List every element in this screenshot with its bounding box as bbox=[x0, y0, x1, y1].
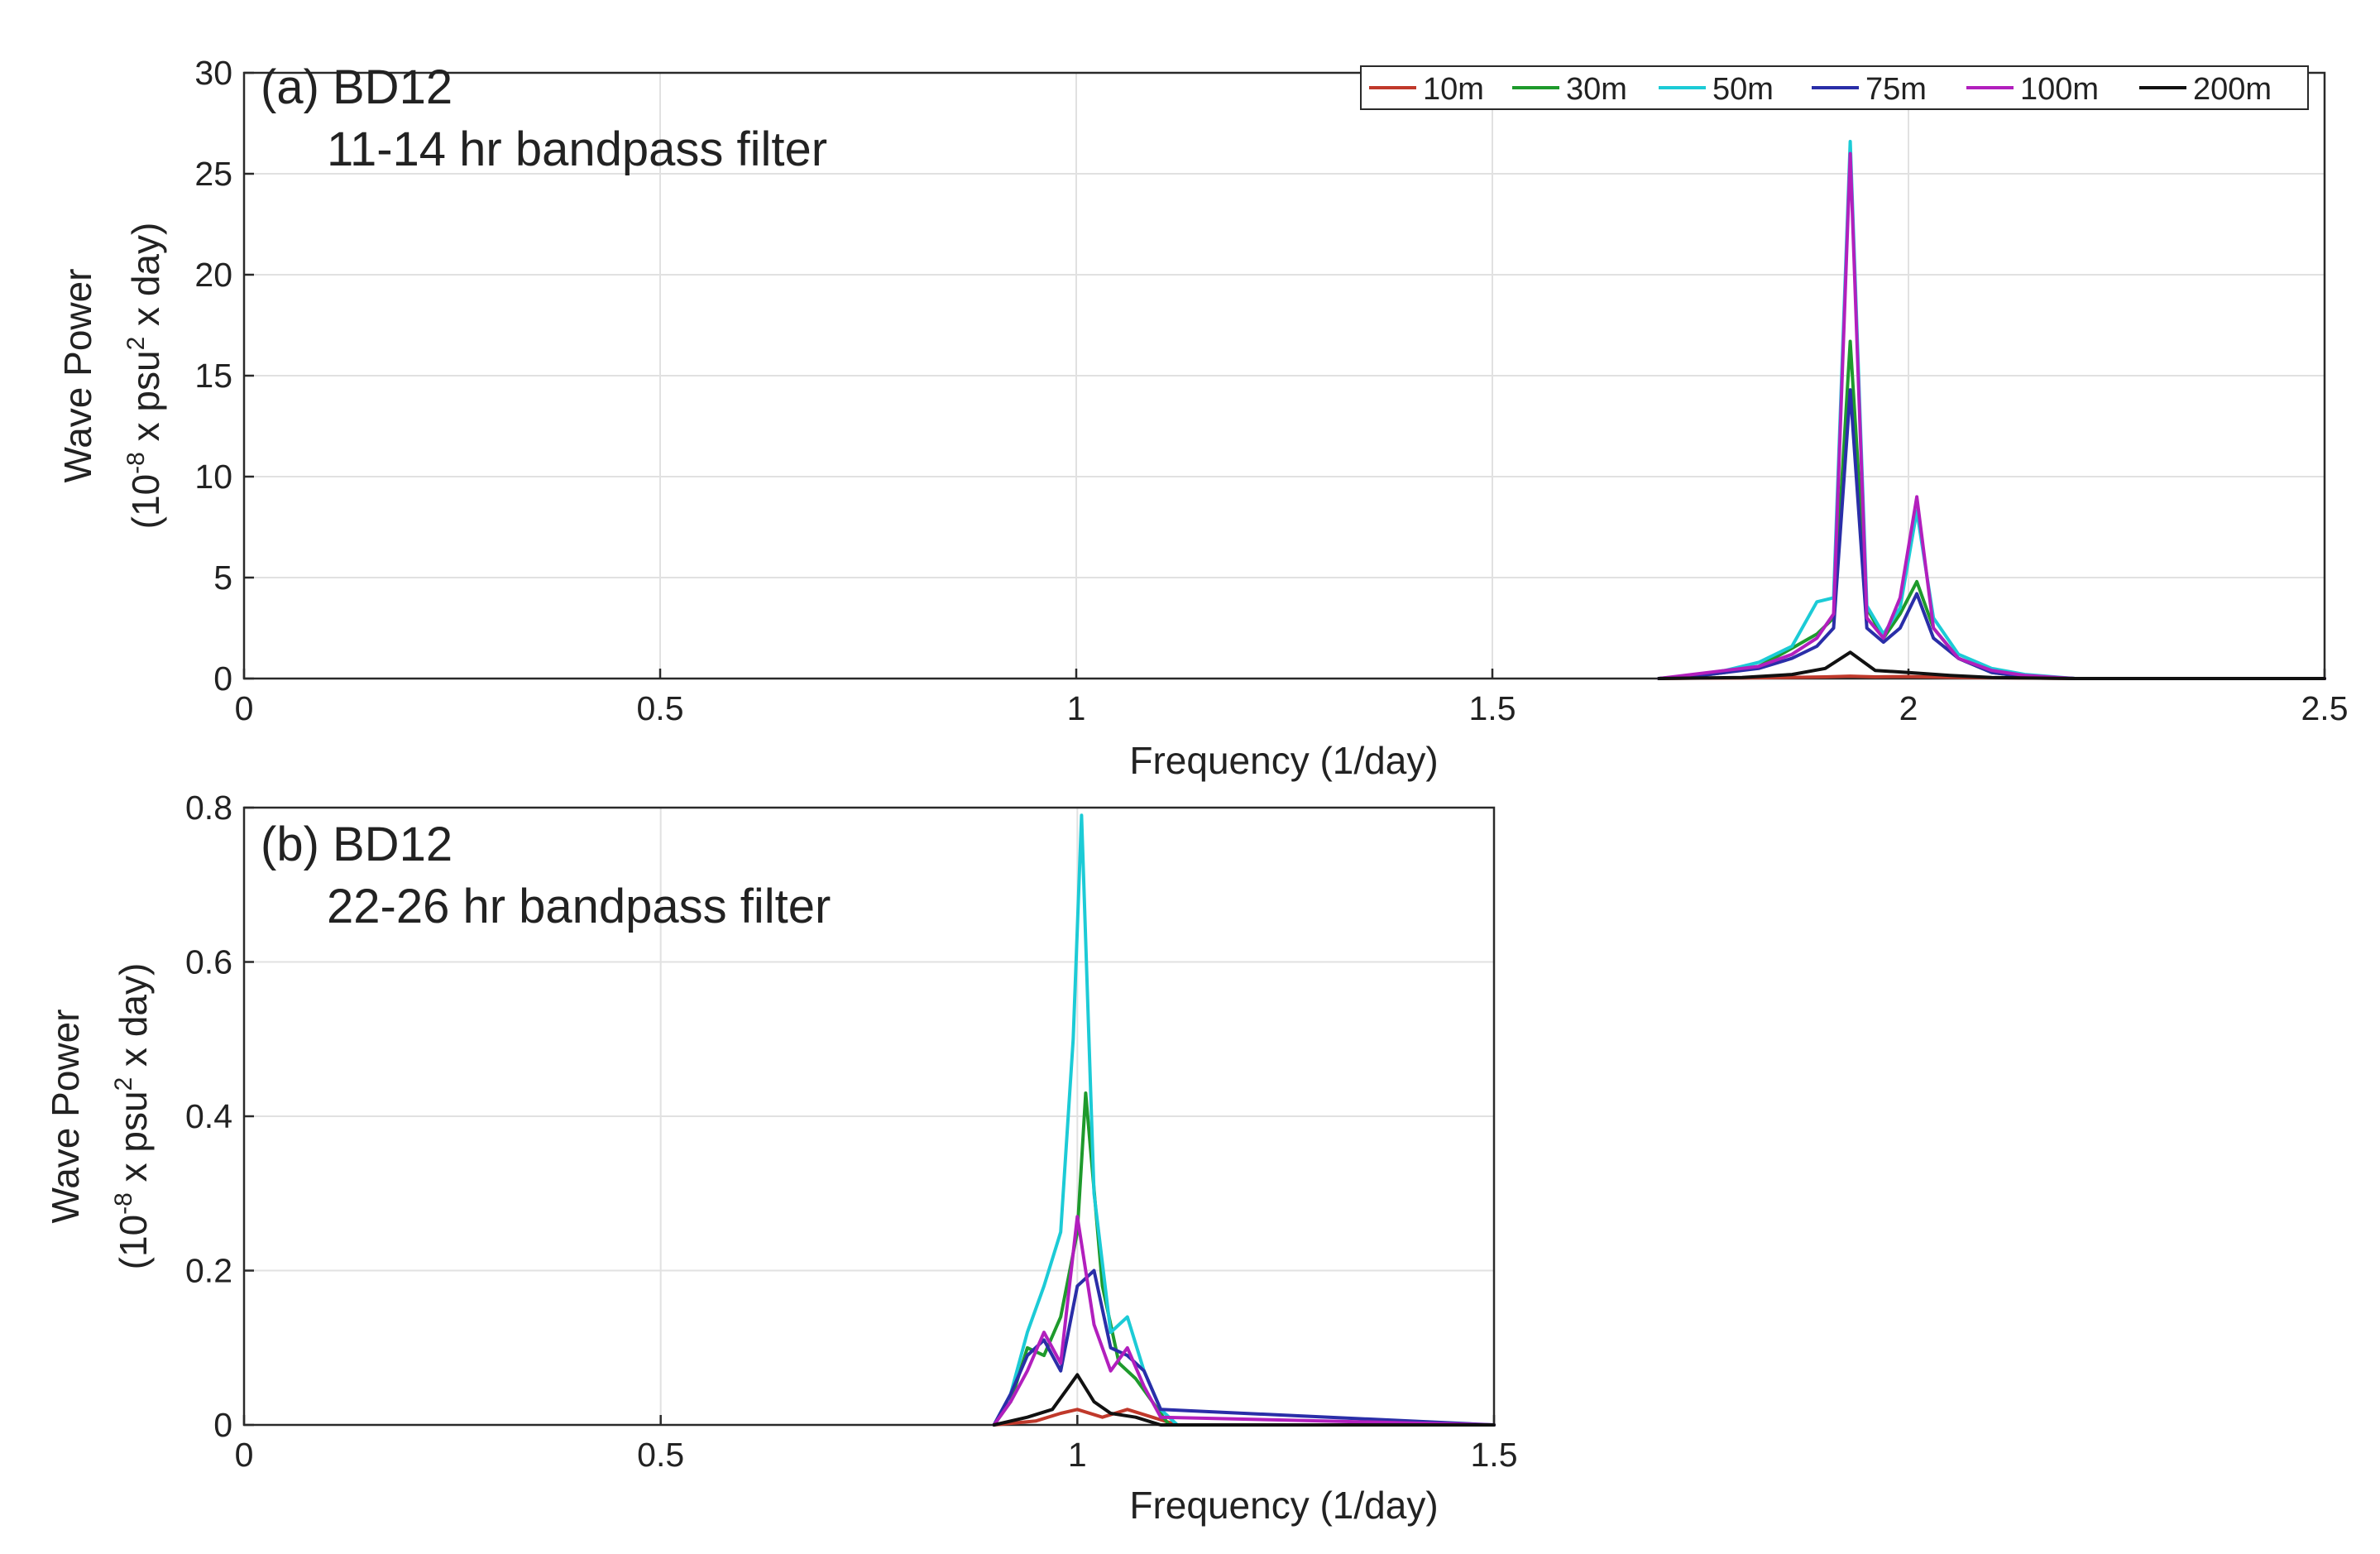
legend-entry-50m: 50m bbox=[1659, 72, 1774, 107]
panel-a-y-tick-label: 25 bbox=[194, 155, 232, 193]
panel-b-y-axis-label: Wave Power bbox=[44, 1009, 87, 1223]
panel-b-x-tick-label: 0 bbox=[235, 1436, 254, 1474]
panel-a-series-50m bbox=[1657, 140, 2326, 680]
panel-b-y-tick-label: 0.8 bbox=[185, 789, 232, 827]
panel-a-y-tick-label: 15 bbox=[194, 357, 232, 395]
panel-a-series-200m bbox=[1657, 650, 2326, 680]
panel-b-x-tick-label: 1.5 bbox=[1471, 1436, 1518, 1474]
legend-label-10m: 10m bbox=[1423, 72, 1484, 107]
panel-b-x-tick-label: 0.5 bbox=[637, 1436, 684, 1474]
panel-a-x-tick-label: 2 bbox=[1899, 689, 1918, 727]
legend-entry-75m: 75m bbox=[1812, 72, 1927, 107]
panel-a-series-30m bbox=[1657, 339, 2326, 680]
legend-label-50m: 50m bbox=[1712, 72, 1774, 107]
panel-a-x-tick-label: 2.5 bbox=[2301, 689, 2349, 727]
panel-b-ticks: 0 0.5 1 1.5 0 0.2 0.4 0.6 0.8 bbox=[185, 789, 1518, 1474]
panel-a-y-tick-label: 5 bbox=[213, 559, 232, 597]
panel-a-y-axis-label: Wave Power bbox=[56, 268, 99, 482]
panel-a-x-tick-label: 0.5 bbox=[637, 689, 684, 727]
panel-a-y-tick-label: 10 bbox=[194, 458, 232, 496]
panel-a-y-axis-units: (10-8 x psu2 x day) bbox=[122, 223, 167, 530]
panel-a-series-75m bbox=[1657, 388, 2326, 680]
panel-b-y-tick-label: 0.4 bbox=[185, 1097, 232, 1135]
legend-entry-30m: 30m bbox=[1512, 72, 1627, 107]
panel-b-series-100m bbox=[992, 1215, 1496, 1427]
panel-a-subtitle: 11-14 hr bandpass filter bbox=[327, 122, 827, 176]
panel-b-series-30m bbox=[992, 1091, 1496, 1427]
panel-a-x-axis-label: Frequency (1/day) bbox=[1129, 739, 1438, 782]
panel-b-y-tick-label: 0.6 bbox=[185, 943, 232, 981]
panel-a-y-tick-label: 0 bbox=[213, 659, 232, 698]
panel-b-y-tick-label: 0 bbox=[213, 1406, 232, 1444]
panel-b-chart: 0 0.5 1 1.5 0 0.2 0.4 0.6 0.8 (b) BD12 22-26 hr … bbox=[44, 789, 1518, 1527]
panel-a-x-tick-label: 1.5 bbox=[1469, 689, 1516, 727]
panel-b-y-axis-units: (10-8 x psu2 x day) bbox=[110, 963, 155, 1270]
panel-a-series-100m bbox=[1657, 151, 2326, 680]
panel-a-ticks: 0 0.5 1 1.5 2 2.5 0 5 10 15 20 25 30 bbox=[194, 54, 2348, 727]
legend-label-30m: 30m bbox=[1566, 72, 1627, 107]
legend-entry-200m: 200m bbox=[2139, 72, 2272, 107]
legend-label-200m: 200m bbox=[2193, 72, 2272, 107]
panel-a-x-tick-label: 0 bbox=[235, 689, 254, 727]
panel-b-y-tick-label: 0.2 bbox=[185, 1252, 232, 1290]
panel-a-y-tick-label: 30 bbox=[194, 54, 232, 92]
panel-b-title: (b) BD12 bbox=[261, 818, 453, 871]
panel-a-title: (a) BD12 bbox=[261, 60, 453, 114]
panel-b-x-axis-label: Frequency (1/day) bbox=[1129, 1484, 1438, 1527]
panel-b-x-tick-label: 1 bbox=[1068, 1436, 1087, 1474]
panel-a-y-tick-label: 20 bbox=[194, 256, 232, 294]
legend-entry-10m: 10m bbox=[1369, 72, 1484, 107]
panel-a-x-tick-label: 1 bbox=[1067, 689, 1086, 727]
legend: 10m 30m 50m 75m 100m 200m bbox=[1360, 65, 2309, 110]
legend-label-100m: 100m bbox=[2020, 72, 2099, 107]
panel-b-series-200m bbox=[992, 1373, 1496, 1427]
panel-a-chart: 0 0.5 1 1.5 2 2.5 0 5 10 15 20 25 30 (a) BD12 11-14 … bbox=[56, 54, 2349, 782]
panel-b-series bbox=[992, 813, 1496, 1427]
legend-entry-100m: 100m bbox=[1966, 72, 2099, 107]
legend-label-75m: 75m bbox=[1865, 72, 1927, 107]
panel-b-subtitle: 22-26 hr bandpass filter bbox=[327, 880, 831, 933]
panel-a-series bbox=[1657, 140, 2326, 680]
